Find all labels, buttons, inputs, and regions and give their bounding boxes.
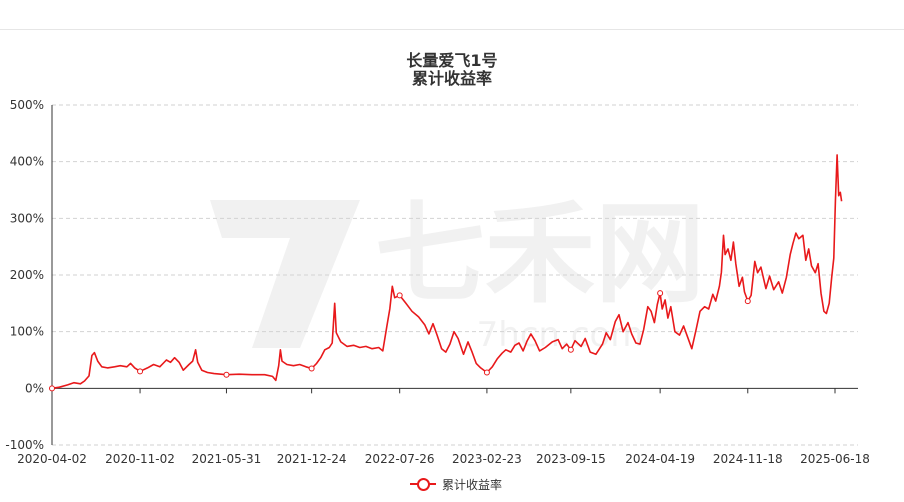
x-tick-label: 2022-07-26 bbox=[365, 452, 435, 466]
x-tick-label: 2020-11-02 bbox=[105, 452, 175, 466]
y-tick-label: 100% bbox=[10, 325, 44, 339]
top-divider bbox=[0, 29, 904, 30]
x-tick-label: 2023-02-23 bbox=[452, 452, 522, 466]
legend-label: 累计收益率 bbox=[442, 477, 503, 492]
chart-title: 长量爱飞1号 bbox=[406, 51, 498, 70]
data-point-marker bbox=[657, 290, 664, 297]
legend-line-circle-icon bbox=[410, 477, 436, 491]
data-point-marker bbox=[483, 369, 490, 376]
watermark-subtext: 7hcn.com bbox=[477, 315, 644, 355]
series-cumulative-return bbox=[49, 154, 843, 392]
x-tick-label: 2021-12-24 bbox=[277, 452, 347, 466]
data-point-marker bbox=[49, 385, 55, 392]
data-point-marker bbox=[567, 346, 574, 353]
x-tick-label: 2023-09-15 bbox=[536, 452, 606, 466]
x-tick-label: 2024-04-19 bbox=[625, 452, 695, 466]
data-point-marker bbox=[396, 292, 403, 299]
watermark-logo-icon bbox=[210, 200, 360, 348]
x-tick-label: 2024-11-18 bbox=[713, 452, 783, 466]
x-tick-label: 2020-04-02 bbox=[17, 452, 87, 466]
grid-lines bbox=[52, 104, 858, 446]
x-tick-label: 2025-06-18 bbox=[800, 452, 870, 466]
y-tick-label: 300% bbox=[10, 211, 44, 225]
y-tick-label: 0% bbox=[25, 381, 44, 395]
data-point-marker bbox=[308, 365, 315, 372]
data-point-marker bbox=[744, 298, 751, 305]
y-axis-ticks: -100% 0% 100% 200% 300% 400% 500% bbox=[5, 98, 53, 452]
data-point-marker bbox=[137, 368, 144, 375]
y-tick-label: 500% bbox=[10, 98, 44, 112]
y-tick-label: 400% bbox=[10, 155, 44, 169]
data-point-marker bbox=[223, 371, 230, 378]
x-axis: 2020-04-02 2020-11-02 2021-05-31 2021-12-24… bbox=[17, 387, 870, 466]
x-tick-label: 2021-05-31 bbox=[192, 452, 262, 466]
y-tick-label: 200% bbox=[10, 268, 44, 282]
series-line bbox=[51, 154, 843, 390]
watermark-text: 七禾网 bbox=[375, 190, 705, 318]
y-tick-label: -100% bbox=[5, 438, 44, 452]
legend[interactable]: 累计收益率 bbox=[410, 476, 502, 492]
chart-subtitle: 累计收益率 bbox=[411, 69, 492, 88]
